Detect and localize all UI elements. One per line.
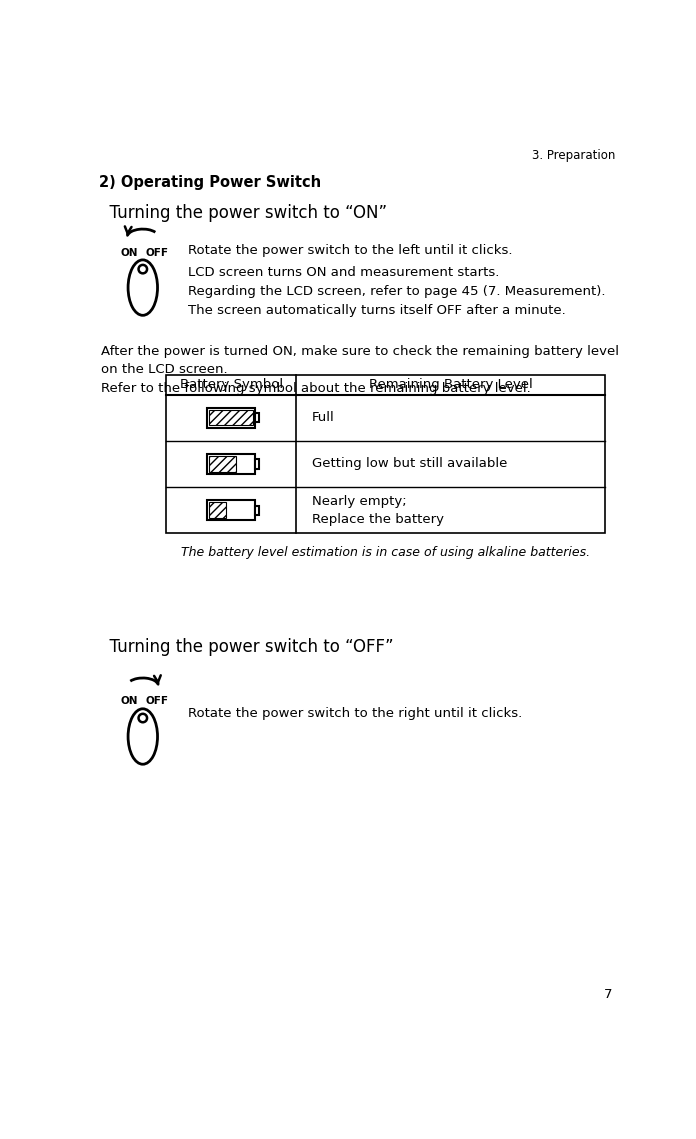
Text: Getting low but still available: Getting low but still available <box>312 458 507 470</box>
Text: Turning the power switch to “ON”: Turning the power switch to “ON” <box>100 204 388 222</box>
Text: OFF: OFF <box>145 696 168 706</box>
Bar <box>255 459 259 468</box>
Bar <box>207 454 255 474</box>
Bar <box>207 500 255 521</box>
Bar <box>209 410 253 426</box>
Bar <box>255 413 259 423</box>
Text: Full: Full <box>312 411 335 424</box>
Text: 7: 7 <box>604 988 612 1001</box>
Text: Rotate the power switch to the left until it clicks.: Rotate the power switch to the left unti… <box>188 245 512 257</box>
Text: After the power is turned ON, make sure to check the remaining battery level
on : After the power is turned ON, make sure … <box>101 345 619 394</box>
Text: Remaining Battery Level: Remaining Battery Level <box>369 378 532 391</box>
Bar <box>207 408 255 428</box>
Text: Nearly empty;
Replace the battery: Nearly empty; Replace the battery <box>312 494 444 525</box>
Text: 2) Operating Power Switch: 2) Operating Power Switch <box>100 175 322 190</box>
Bar <box>166 375 605 533</box>
Text: Battery Symbol: Battery Symbol <box>180 378 283 391</box>
Text: Turning the power switch to “OFF”: Turning the power switch to “OFF” <box>100 638 394 656</box>
Text: Rotate the power switch to the right until it clicks.: Rotate the power switch to the right unt… <box>188 707 522 720</box>
Bar <box>209 502 226 518</box>
Text: ON: ON <box>120 247 138 257</box>
Text: OFF: OFF <box>145 247 168 257</box>
Bar <box>209 457 237 472</box>
Text: The battery level estimation is in case of using alkaline batteries.: The battery level estimation is in case … <box>181 546 590 558</box>
Text: 3. Preparation: 3. Preparation <box>532 149 615 162</box>
Bar <box>255 506 259 515</box>
Text: ON: ON <box>120 696 138 706</box>
Text: LCD screen turns ON and measurement starts.
Regarding the LCD screen, refer to p: LCD screen turns ON and measurement star… <box>188 267 606 317</box>
